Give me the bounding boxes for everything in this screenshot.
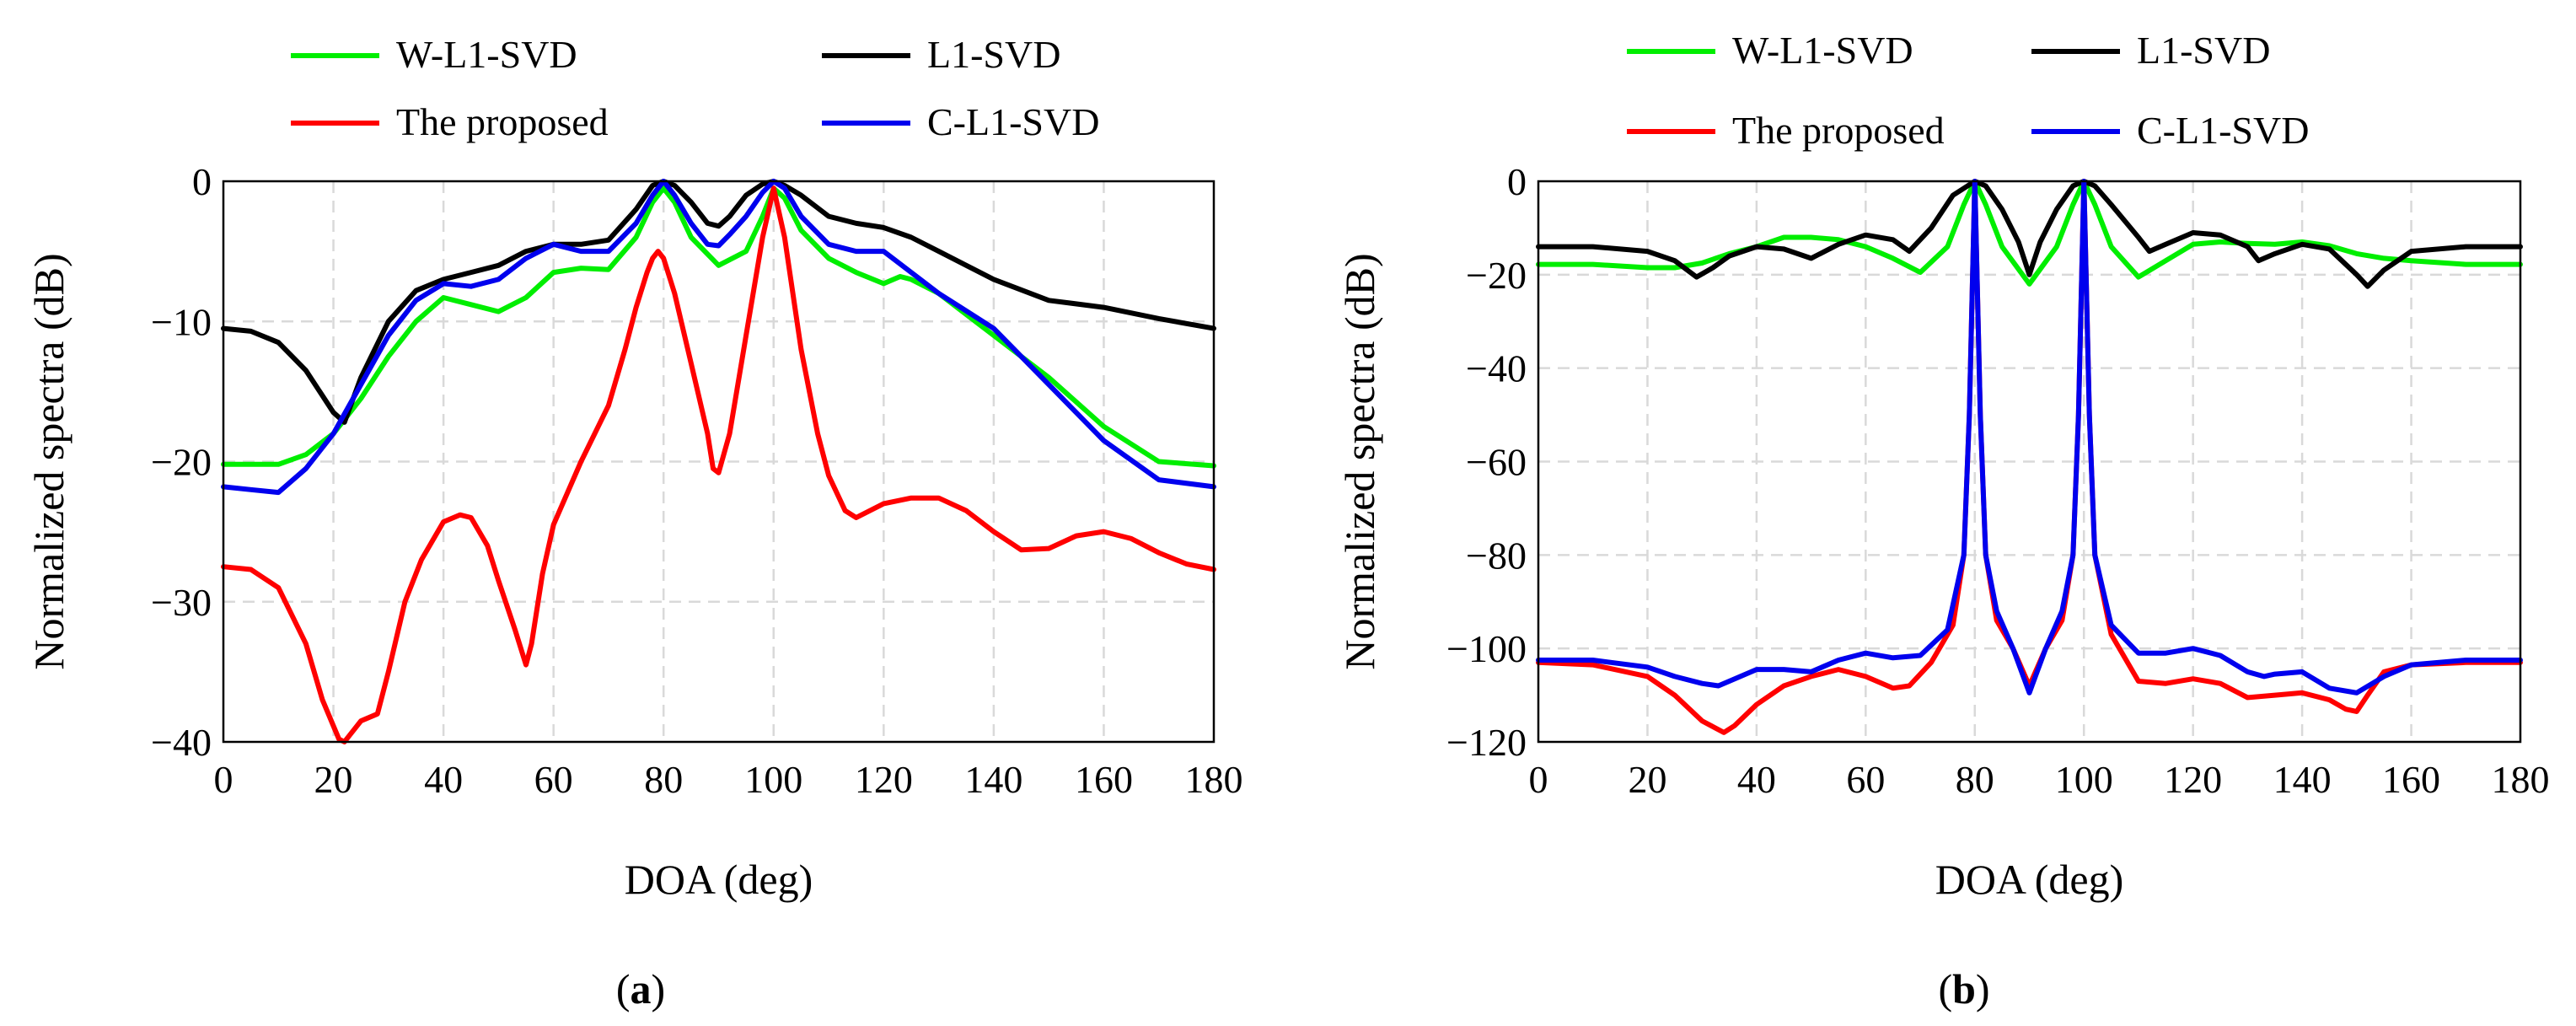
panel-caption: (a) [616,965,665,1013]
panel-b: 0 20 40 60 80 100 120 140 160 180 0 −20 −40 −60 −80 −10… [1336,29,2550,1013]
y-tick-label: −10 [151,300,212,343]
x-tick-label: 80 [1956,758,1994,801]
legend-label: The proposed [396,100,609,143]
x-axis-label: DOA (deg) [1935,856,2124,903]
x-tick-label: 80 [644,758,683,801]
series-line-l1-svd [1536,179,2523,289]
x-tick-label: 180 [1185,758,1243,801]
caption-paren-open: ( [616,965,631,1013]
legend: W-L1-SVD L1-SVD The proposed C-L1-SVD [291,33,1099,143]
x-tick-label: 160 [2382,758,2440,801]
series-lines [1536,179,2523,735]
y-tick-label: −20 [1466,254,1527,297]
y-tick-label: −100 [1446,627,1527,670]
x-tick-label: 160 [1075,758,1133,801]
panel-a: 0 20 40 60 80 100 120 140 160 180 0 −10 −20 −30 −40 DOA… [25,33,1243,1013]
y-tick-label: −20 [151,441,212,484]
x-tick-label: 20 [1628,758,1666,801]
x-axis-label: DOA (deg) [625,856,813,903]
y-tick-label: −80 [1466,534,1527,577]
y-tick-label: 0 [192,160,212,203]
legend-item: W-L1-SVD [1627,29,1913,72]
panel-caption: (b) [1938,965,1989,1013]
x-tick-label: 140 [2273,758,2332,801]
legend-label: C-L1-SVD [927,100,1099,143]
legend-label: C-L1-SVD [2137,109,2309,152]
x-tick-label: 0 [214,758,233,801]
x-tick-label: 60 [534,758,573,801]
legend-item: The proposed [1627,109,1945,152]
series-line-the-proposed [221,185,1216,744]
x-tick-label: 100 [744,758,802,801]
y-tick-label: −120 [1446,721,1527,764]
x-tick-label: 40 [1737,758,1776,801]
legend-label: W-L1-SVD [1732,29,1913,72]
plot-frame [222,180,1216,744]
legend-item: C-L1-SVD [2031,109,2309,152]
x-tick-label: 120 [2164,758,2222,801]
legend-label: L1-SVD [2137,29,2270,72]
x-tick-label: 0 [1529,758,1548,801]
caption-letter: a [631,965,652,1013]
series-lines [221,179,1216,744]
x-tick-label: 140 [964,758,1022,801]
x-tick-label: 40 [424,758,463,801]
plot-frame [1537,180,2522,744]
y-axis-label: Normalized spectra (dB) [25,253,72,669]
legend-label: L1-SVD [927,33,1060,76]
y-tick-label: −40 [151,721,212,764]
legend-item: W-L1-SVD [291,33,577,76]
series-line-c-l1-svd [221,179,1216,496]
legend-item: L1-SVD [822,33,1060,76]
legend-item: C-L1-SVD [822,100,1099,143]
series-line-w-l1-svd [221,185,1216,469]
legend-item: L1-SVD [2031,29,2270,72]
legend-label: The proposed [1732,109,1945,152]
y-axis-label: Normalized spectra (dB) [1336,253,1383,669]
series-line-l1-svd [221,179,1216,425]
caption-paren-open: ( [1938,965,1952,1013]
x-tick-label: 20 [314,758,353,801]
caption-paren-close: ) [652,965,666,1013]
caption-letter: b [1952,965,1976,1013]
legend: W-L1-SVD L1-SVD The proposed C-L1-SVD [1627,29,2309,152]
y-tick-label: −40 [1466,347,1527,390]
x-tick-label: 60 [1846,758,1885,801]
legend-label: W-L1-SVD [396,33,577,76]
y-tick-label: −30 [151,581,212,624]
series-line-c-l1-svd [1536,179,2523,696]
legend-item: The proposed [291,100,609,143]
x-tick-label: 100 [2055,758,2113,801]
caption-paren-close: ) [1976,965,1990,1013]
x-tick-label: 120 [855,758,913,801]
y-tick-label: −60 [1466,441,1527,484]
y-tick-label: 0 [1507,160,1527,203]
x-tick-label: 180 [2492,758,2550,801]
